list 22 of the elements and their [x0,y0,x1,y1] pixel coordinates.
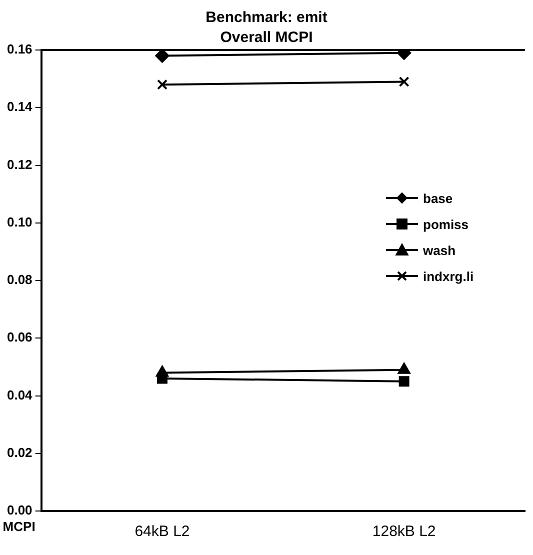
point [398,76,410,87]
legend-label: wash [423,242,456,258]
y-tick-label: 0.14 [6,99,34,114]
point [398,376,410,387]
x-axis-title: MCPI [2,519,36,534]
y-tick-label: 0.08 [6,272,32,288]
x-tick-label: 64kB L2 [134,523,190,540]
y-tick-label: 0.10 [6,214,32,230]
y-tick-label: 0.02 [6,444,32,460]
y-tick-label: 0.12 [6,156,32,172]
y-tick-label: 0.00 [6,502,32,518]
point [155,50,170,63]
chart-subtitle: Overall MCPI [220,29,313,46]
legend-label: pomiss [423,216,469,232]
legend-label: indxrg.li [423,268,474,284]
y-tick-label: 0.06 [6,330,32,345]
legend-label: base [423,190,453,206]
y-tick-label: 0.04 [6,387,34,402]
x-tick-label: 128kB L2 [372,523,436,540]
point [156,79,168,90]
y-tick-label: 0.16 [6,42,32,57]
chart-title: Benchmark: emit [204,8,328,28]
